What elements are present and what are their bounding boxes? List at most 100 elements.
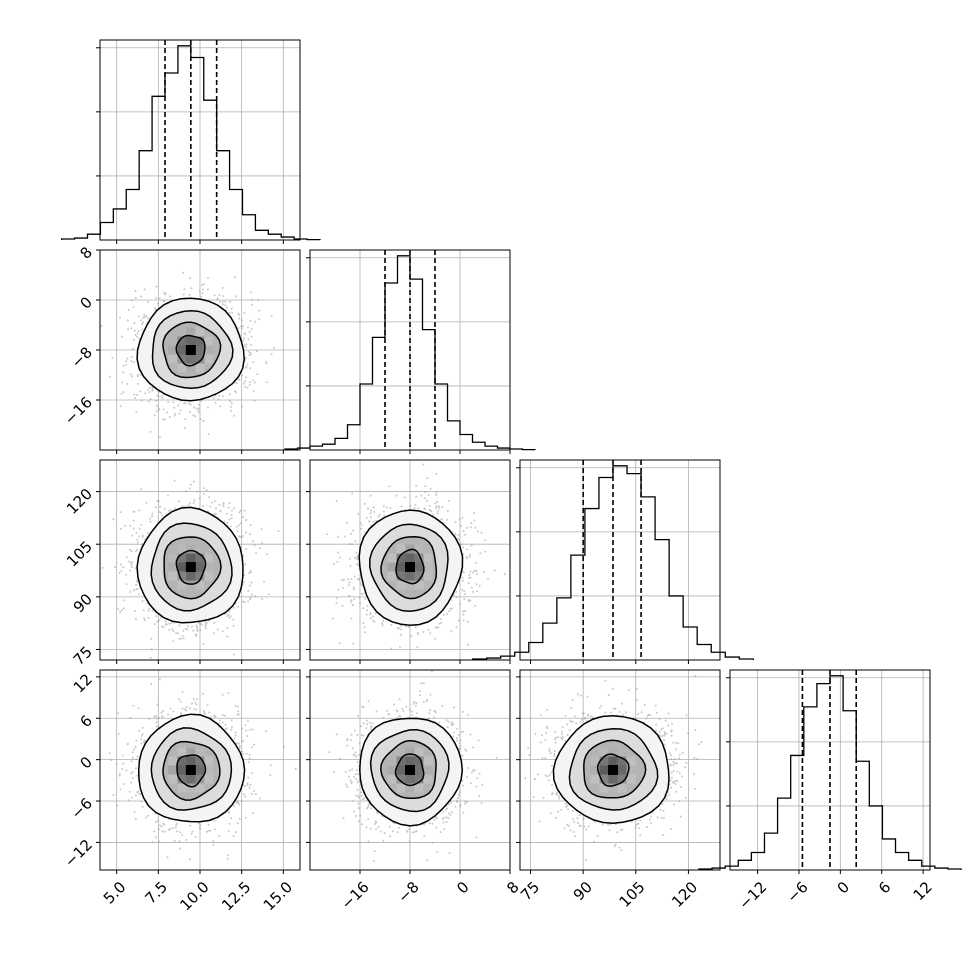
scatter-panel-4-1-density-cell [186,783,196,793]
xtick-label-col-2: −16 [338,878,373,913]
scatter-panel-4-1-contour-2 [150,727,233,811]
scatter-panel-2-1-density-cell [177,363,187,373]
scatter-panel-4-3-contour-2 [568,728,659,811]
scatter-panel-4-1-density-cell [204,756,214,766]
ytick-label-row-4: −6 [68,794,96,822]
scatter-panel-4-1-density-cell [177,765,187,775]
scatter-panel-4-3-density-cell [617,774,627,784]
xtick-label-col-1: 15.0 [260,878,296,914]
scatter-panel-4-1-contour-1 [137,713,246,823]
scatter-panel-4-2-density-peak [405,765,415,775]
scatter-panel-4-1-density-cell [195,747,205,757]
xtick-label-col-4: 6 [875,878,894,897]
scatter-panel-4-3-density-cell [599,774,609,784]
scatter-panel-4-2-contour-2 [369,728,450,813]
scatter-panel-3-1-density-cell [177,544,187,554]
scatter-panel-4-3-density-cell [608,756,618,766]
scatter-panel-3-1-contour-4 [175,549,207,585]
xtick-label-col-1: 7.5 [141,878,171,908]
scatter-panel-4-2-density-cell [414,765,424,775]
scatter-panel-3-2-density-cell [423,571,433,581]
scatter-panel-4-2-density-cell [414,783,424,793]
scatter-panel-4-2-density-cell [396,747,406,757]
scatter-panel-4-1-density-cell [177,783,187,793]
scatter-panel-4-2-density-cell [387,774,397,784]
scatter-panel-2-1-contour-4 [175,334,206,367]
scatter-panel-2-1-contour-1 [136,297,245,402]
scatter-panel-4-1-frame [99,669,301,871]
hist-panel-3-frame [519,459,721,661]
scatter-panel-2-1-density-cell [195,363,205,373]
scatter-panel-4-2-density-cell [396,765,406,775]
scatter-panel-4-1-density-cell [177,747,187,757]
scatter-panel-3-1-density-cell [195,544,205,554]
ytick-label-row-2: 8 [77,243,96,262]
scatter-panel-2-1-density-cell [177,327,187,337]
scatter-panel-2-1-contour-2 [151,309,234,389]
scatter-panel-3-2-density-cell [396,544,406,554]
scatter-panel-3-1-density-cell [195,571,205,581]
scatter-panel-2-1-density-cell [177,354,187,364]
scatter-panel-4-1-density-cell [177,774,187,784]
scatter-panel-4-1-density-peak [185,765,196,775]
scatter-panel-4-3-marks [524,675,703,862]
scatter-panel-3-1-density-cell [204,562,214,572]
scatter-panel-4-3-frame [519,669,721,871]
scatter-panel-3-2-density-cell [396,562,406,572]
scatter-panel-3-2-density-cell [414,562,424,572]
scatter-panel-4-3-density-cell [590,774,600,784]
scatter-panel-2-1-density-cell [204,345,214,355]
ytick-label-row-2: −8 [68,343,96,371]
scatter-panel-3-2-density-cell [414,571,424,581]
scatter-panel-3-2-contour-2 [369,523,449,612]
scatter-panel-3-1-density-cell [186,553,196,563]
scatter-panel-4-3-density-cell [626,774,636,784]
xtick-label-col-4: 0 [834,878,853,897]
scatter-panel-3-1-density-cell [168,571,178,581]
scatter-panel-3-1-density-cell [177,562,187,572]
scatter-panel-3-2-contour-4 [395,548,425,585]
scatter-panel-3-1-density-cell [195,580,205,590]
scatter-panel-3-1-contour-1 [136,506,244,624]
scatter-panel-4-2-density-cell [414,756,424,766]
scatter-panel-4-1-contour-3 [162,740,221,801]
scatter-panel-2-1-density-cell [204,354,214,364]
scatter-panel-3-2-density-cell [414,580,424,590]
scatter-panel-3-2-density-cell [405,571,415,581]
scatter-panel-3-2-density-cell [396,553,406,563]
xtick-label-col-3: 90 [570,878,596,904]
scatter-panel-4-2-density-cell [405,747,415,757]
scatter-panel-4-1-contour-4 [176,754,207,788]
scatter-panel-3-1-density-cell [177,553,187,563]
scatter-panel-4-3-density-cell [599,783,609,793]
hist-panel-1-frame [99,39,301,241]
scatter-panel-4-2-frame [309,669,511,871]
scatter-panel-2-1-density-cell [186,363,196,373]
scatter-panel-3-1-density-cell [204,571,214,581]
scatter-panel-2-1-density-cell [168,354,178,364]
scatter-panel-4-2-contour-1 [359,717,464,827]
scatter-panel-4-1-marks [108,678,297,861]
scatter-panel-4-2-contour-3 [380,739,437,800]
scatter-panel-4-3-density-cell [608,747,618,757]
scatter-panel-3-1-density-cell [177,580,187,590]
scatter-panel-2-1-contour-3 [162,321,222,379]
xtick-label-col-1: 12.5 [218,878,254,914]
scatter-panel-4-3-density-peak [607,765,618,775]
scatter-panel-4-3-density-cell [608,783,618,793]
xtick-label-col-3: 75 [517,878,543,904]
scatter-panel-4-3-density-cell [599,765,609,775]
scatter-panel-4-2-density-cell [405,774,415,784]
scatter-panel-3-2-density-cell [414,553,424,563]
scatter-panel-4-1-density-cell [177,756,187,766]
scatter-panel-4-1-density-cell [204,774,214,784]
scatter-panel-4-2-density-cell [405,756,415,766]
scatter-panel-3-2-frame [309,459,511,661]
scatter-panel-4-1-density-cell [186,774,196,784]
scatter-panel-4-1-density-cell [186,747,196,757]
scatter-panel-4-3-density-cell [626,756,636,766]
scatter-panel-2-1-frame [99,249,301,451]
xtick-label-col-1: 5.0 [100,878,130,908]
scatter-panel-4-2-density-cell [396,756,406,766]
scatter-panel-4-2-density-cell [414,747,424,757]
